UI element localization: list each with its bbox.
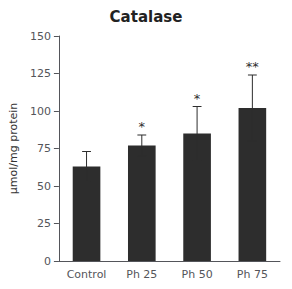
svg-text:*: * [194, 91, 201, 106]
svg-text:125: 125 [30, 67, 51, 80]
svg-text:150: 150 [30, 30, 51, 43]
svg-text:50: 50 [37, 180, 51, 193]
svg-text:Control: Control [67, 268, 107, 281]
svg-text:75: 75 [37, 142, 51, 155]
svg-text:25: 25 [37, 217, 51, 230]
svg-text:0: 0 [44, 255, 51, 268]
svg-text:μmol/mg protein: μmol/mg protein [7, 103, 20, 195]
svg-text:**: ** [246, 59, 260, 74]
svg-text:100: 100 [30, 105, 51, 118]
svg-text:Ph 75: Ph 75 [237, 268, 268, 281]
svg-text:*: * [139, 119, 146, 134]
svg-text:Ph 50: Ph 50 [182, 268, 213, 281]
svg-text:Ph 25: Ph 25 [126, 268, 157, 281]
svg-text:Catalase: Catalase [110, 8, 183, 26]
